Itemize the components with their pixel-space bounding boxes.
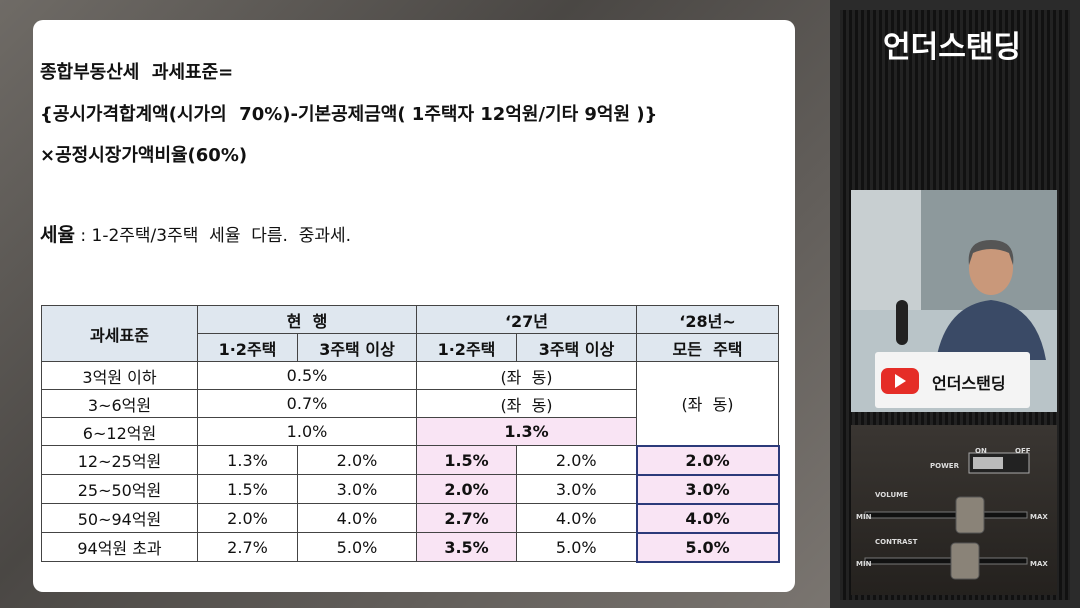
cell: 5.0% [516, 532, 637, 562]
contrast-slot [864, 557, 1028, 565]
cell: 50~94억원 [41, 503, 198, 533]
device-label: MAX [1030, 513, 1048, 521]
knob-graphics [864, 452, 1030, 580]
cell: 4.0% [516, 503, 637, 533]
cell: 0.7% [197, 389, 417, 418]
cell: 3.0% [516, 474, 637, 504]
channel-title: 언더스탠딩 [883, 30, 1021, 65]
header-cell: 모든 주택 [636, 333, 779, 362]
header-cell: 1·2주택 [197, 333, 298, 362]
device-label: VOLUME [875, 491, 908, 499]
cell: 3억원 이하 [41, 361, 198, 390]
cell: 3~6억원 [41, 389, 198, 418]
cell: (좌 동) [416, 389, 637, 418]
rate-text: : 1-2주택/3주택 세율 다름. 중과세. [74, 226, 352, 246]
device-label: MIN [856, 560, 872, 568]
cell: 1.5% [416, 445, 517, 475]
cell: 2.0% [197, 503, 298, 533]
table-row: 50~94억원 2.0% 4.0% 2.7% 4.0% 4.0% [41, 502, 780, 534]
cell: 4.0% [297, 503, 417, 533]
device-label: ON [975, 447, 987, 455]
cell: 2.7% [416, 503, 517, 533]
rate-note: 세율 : 1-2주택/3주택 세율 다름. 중과세. [40, 220, 351, 247]
cell: 2.0% [635, 444, 780, 476]
device-label: MIN [856, 513, 872, 521]
cell: 1.3% [416, 417, 637, 446]
cell: 3.0% [635, 473, 780, 505]
cell: 2.0% [416, 474, 517, 504]
control-panel [851, 425, 1057, 595]
header-cell: 현 행 [197, 305, 417, 334]
cell: 2.7% [197, 532, 298, 562]
cell: 0.5% [197, 361, 417, 390]
formula-line: {공시가격합계액(시가의 70%)-기본공제금액( 1주택자 12억원/기타 9… [40, 104, 658, 125]
table-row: 12~25억원 1.3% 2.0% 1.5% 2.0% 2.0% [41, 444, 780, 476]
device-label: OFF [1015, 447, 1031, 455]
formula-line: 종합부동산세 과세표준= [40, 62, 234, 83]
switch-lever [973, 457, 1003, 469]
cell: 94억원 초과 [41, 532, 198, 562]
cell: 1.0% [197, 417, 417, 446]
body [936, 300, 1046, 360]
header-cell: ‘27년 [416, 305, 637, 334]
cell: 4.0% [635, 502, 780, 534]
youtube-icon [881, 368, 919, 394]
contrast-knob [950, 542, 980, 580]
hair [968, 240, 1014, 265]
cell: 2.0% [297, 445, 417, 475]
cell: 6~12억원 [41, 417, 198, 446]
microphone [896, 300, 908, 345]
table-row: 25~50억원 1.5% 3.0% 2.0% 3.0% 3.0% [41, 473, 780, 505]
rate-label: 세율 [40, 224, 75, 246]
channel-badge [875, 352, 1030, 408]
cell: 5.0% [635, 531, 780, 563]
volume-slot [864, 511, 1028, 519]
cell: (좌 동) [636, 361, 779, 446]
device-label: CONTRAST [875, 538, 918, 546]
window [851, 190, 921, 320]
cell: 25~50억원 [41, 474, 198, 504]
header-cell: ‘28년~ [636, 305, 779, 334]
cell: 3.5% [416, 532, 517, 562]
tax-table: 과세표준 현 행 ‘27년 ‘28년~ 1·2주택 3주택 이상 1·2주택 3… [41, 305, 780, 563]
cell: 1.3% [197, 445, 298, 475]
cell: 12~25억원 [41, 445, 198, 475]
cell: 5.0% [297, 532, 417, 562]
header-cell: 3주택 이상 [516, 333, 637, 362]
formula-line: ×공정시장가액비율(60%) [40, 145, 248, 166]
cell: 2.0% [516, 445, 637, 475]
cell: 3.0% [297, 474, 417, 504]
cell: 1.5% [197, 474, 298, 504]
header-cell: 과세표준 [41, 305, 198, 362]
volume-knob [955, 496, 985, 534]
device-label: MAX [1030, 560, 1048, 568]
head [969, 241, 1013, 295]
table-body: 12~25억원 1.3% 2.0% 1.5% 2.0% 2.0% 25~50억원 1.5% 3.… [41, 444, 780, 563]
device-label: POWER [930, 462, 959, 470]
cell: (좌 동) [416, 361, 637, 390]
header-cell: 3주택 이상 [297, 333, 417, 362]
header-cell: 1·2주택 [416, 333, 517, 362]
table-row: 94억원 초과 2.7% 5.0% 3.5% 5.0% 5.0% [41, 531, 780, 563]
badge-text: 언더스탠딩 [932, 374, 1006, 393]
